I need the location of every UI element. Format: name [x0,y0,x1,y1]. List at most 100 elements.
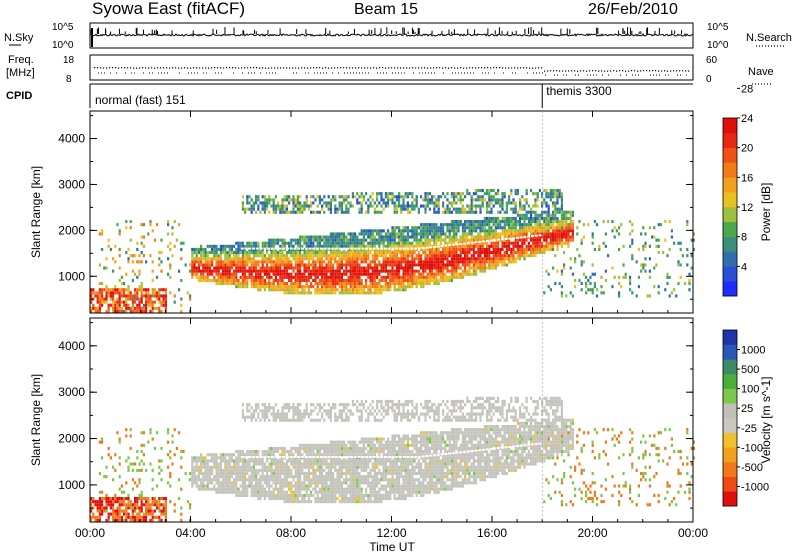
power-cell [160,303,163,307]
power-cell [519,238,522,242]
power-cell [261,269,264,273]
power-cell [371,204,374,208]
power-cell [420,254,423,258]
power-cell [255,266,258,270]
power-cell [356,241,359,245]
velocity-cell [219,490,222,494]
power-cell [519,223,522,227]
power-cell [415,232,418,236]
power-cell [552,220,555,224]
power-cell [516,257,519,261]
power-cell [371,235,374,239]
power-cell [380,251,383,255]
velocity-cell [101,506,104,510]
velocity-cell [184,471,187,475]
power-cell [98,303,101,307]
power-cell [477,241,480,245]
power-cell [310,282,313,286]
freq-dot [253,67,255,69]
power-cell [373,260,376,264]
power-cell [340,291,343,295]
power-cell [307,251,310,255]
power-cell [98,294,101,298]
velocity-cell [125,515,128,519]
power-cell [543,235,546,239]
power-cell [391,257,394,261]
power-cell [560,272,563,276]
power-cell [461,257,464,261]
power-cell [237,266,240,270]
power-cell [448,251,451,255]
power-cell [189,297,192,301]
velocity-cell [114,500,117,504]
power-cell [252,285,255,289]
power-cell [371,272,374,276]
power-cell [360,269,363,273]
velocity-cell [160,503,163,507]
velocity-cell [191,478,194,482]
velocity-cell [230,459,233,463]
nave-dot [515,72,516,74]
power-cell [360,195,363,199]
power-cell [318,198,321,202]
power-cell [239,260,242,264]
velocity-cell [202,487,205,491]
freq-dot [421,67,423,69]
power-cell [318,282,321,286]
power-cell [358,207,361,211]
freq-dot [316,67,318,69]
power-cell [620,223,623,227]
power-cell [532,210,535,214]
power-cell [497,189,500,193]
power-cell [215,278,218,282]
power-cell [382,257,385,261]
power-cell [516,223,519,227]
freq-dot [481,67,483,69]
power-cell [437,232,440,236]
power-colorbar-label: Power [dB] [759,183,773,242]
power-cell [340,251,343,255]
power-cell [459,238,462,242]
power-cell [453,244,456,248]
power-cell [688,278,691,282]
velocity-cell [112,465,115,469]
power-cell [382,198,385,202]
power-cell [420,229,423,233]
power-cell [398,238,401,242]
power-cell [358,201,361,205]
nave-dot [482,72,483,74]
velocity-cell [114,515,117,519]
power-cell [433,204,436,208]
power-cell [387,269,390,273]
power-cell [400,254,403,258]
power-cell [299,251,302,255]
power-cell [250,275,253,279]
power-cell [329,198,332,202]
power-cell [457,254,460,258]
power-cell [534,251,537,255]
power-cell [389,288,392,292]
power-cell [268,275,271,279]
power-cell [316,275,319,279]
nave-label: Nave [748,66,774,78]
power-cell [547,272,550,276]
power-cell [387,201,390,205]
power-cell [367,257,370,261]
power-cell [314,244,317,248]
power-cell [120,291,123,295]
power-cell [351,238,354,242]
velocity-cell [112,512,115,516]
power-cell [532,232,535,236]
power-cell [444,257,447,261]
power-cell [422,223,425,227]
power-cell [382,254,385,258]
power-cell [406,238,409,242]
power-cell [164,303,167,307]
power-cell [593,282,596,286]
power-cell [217,257,220,261]
power-cell [149,309,152,313]
power-cell [239,241,242,245]
power-cell [521,213,524,217]
power-cell [501,241,504,245]
power-cell [134,291,137,295]
